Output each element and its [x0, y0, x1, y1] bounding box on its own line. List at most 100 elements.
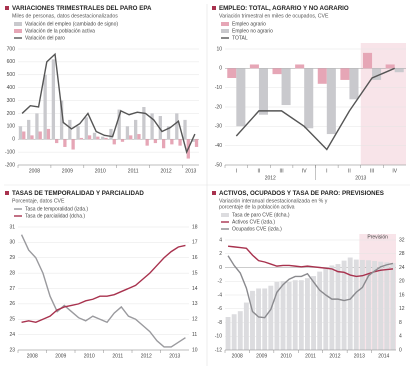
bar	[323, 267, 329, 350]
chart-subtitle: Porcentaje, datos CVE	[12, 198, 65, 204]
bar	[43, 74, 47, 140]
y2-tick-label: 24	[399, 265, 405, 271]
x-tick-label: 2013	[169, 353, 180, 359]
y-tick-label: 600	[7, 59, 16, 65]
y-tick-label: 700	[7, 46, 16, 52]
y-tick-label: -100	[5, 149, 15, 155]
y2-tick-label: 16	[192, 255, 198, 261]
bar	[349, 68, 359, 100]
bar	[79, 137, 83, 140]
bar	[292, 280, 298, 350]
legend-label: Tasa de temporalidad (izda.)	[25, 206, 88, 212]
bar	[109, 128, 113, 140]
legend-label: TOTAL	[232, 35, 248, 41]
bar	[129, 135, 133, 140]
title-icon	[212, 191, 216, 195]
y-tick-label: 0	[12, 137, 15, 143]
x-tick-label: 2012	[161, 168, 172, 174]
x-tick-label: 2009	[55, 353, 66, 359]
bar	[92, 132, 97, 140]
y2-tick-label: 12	[192, 317, 198, 323]
legend-swatch	[221, 22, 229, 26]
line	[227, 255, 394, 319]
bar	[117, 109, 121, 140]
bar	[390, 263, 396, 350]
bar	[225, 317, 231, 350]
line	[20, 234, 186, 348]
y-tick-label: 300	[7, 98, 16, 104]
bar	[104, 137, 108, 140]
bar	[305, 278, 310, 350]
bar	[286, 281, 292, 350]
bar	[353, 259, 359, 350]
bar	[35, 113, 39, 140]
x-tick-label: III	[370, 168, 374, 174]
y2-tick-label: 15	[192, 270, 198, 276]
bar	[46, 128, 51, 140]
y-tick-label: -2	[218, 279, 223, 285]
bar	[142, 107, 146, 140]
y-tick-label: 25	[9, 317, 15, 323]
bar	[372, 260, 378, 350]
y2-tick-label: 13	[192, 301, 198, 307]
y-tick-label: 0	[219, 66, 222, 72]
bar	[304, 68, 314, 129]
y2-tick-label: 4	[399, 334, 402, 340]
chart-title: ACTIVOS, OCUPADOS Y TASA DE PARO: PREVIS…	[219, 190, 384, 197]
x-tick-label: 2012	[141, 353, 152, 359]
bar	[145, 139, 149, 146]
bar	[274, 281, 280, 350]
y-tick-label: 500	[7, 72, 16, 78]
legend-label: Tasa de paro CVE (dcha.)	[232, 212, 290, 218]
x-tick-label: 2010	[84, 353, 95, 359]
y-tick-label: -10	[215, 85, 222, 91]
bar	[71, 139, 75, 150]
x-group-label: 2012	[265, 175, 276, 181]
x-tick-label: 2009	[256, 353, 267, 359]
y-tick-label: -4	[218, 292, 223, 298]
bar	[394, 68, 404, 73]
bar	[258, 68, 268, 115]
bar	[262, 288, 268, 350]
bar	[22, 131, 26, 140]
bar	[76, 126, 80, 140]
chart-title: VARIACIONES TRIMESTRALES DEL PARO EPA	[12, 5, 152, 12]
bar	[51, 59, 56, 140]
chart-title: EMPLEO: TOTAL, AGRARIO Y NO AGRARIO	[219, 5, 349, 12]
bar	[378, 261, 384, 350]
line	[21, 244, 186, 324]
legend-label: Activos CVE (izda.)	[232, 219, 275, 225]
bar	[295, 64, 305, 69]
x-tick-label: 2014	[378, 353, 389, 359]
bar	[280, 281, 286, 350]
y2-tick-label: 8	[399, 320, 402, 326]
bar	[30, 135, 34, 140]
bar	[385, 64, 395, 69]
bar	[27, 119, 31, 140]
bar	[231, 314, 237, 350]
y-tick-label: -50	[215, 162, 222, 168]
y-tick-label: 2	[219, 251, 222, 257]
x-tick-label: II	[258, 168, 261, 174]
y-tick-label: 29	[9, 255, 15, 261]
y-tick-label: -30	[215, 124, 222, 130]
bar	[63, 139, 67, 147]
bar	[191, 139, 195, 142]
x-group-label: 2013	[355, 175, 366, 181]
x-tick-label: 2010	[281, 353, 292, 359]
bar	[194, 139, 199, 147]
forecast-area	[359, 234, 396, 350]
bar	[112, 139, 116, 145]
legend-label: Variación del empleo (cambiado de signo)	[25, 21, 118, 27]
line	[227, 245, 394, 278]
y-tick-label: 4	[219, 237, 222, 243]
line	[21, 52, 196, 155]
y-tick-label: -12	[215, 347, 222, 353]
x-tick-label: 2008	[27, 353, 38, 359]
x-tick-label: 2008	[29, 168, 40, 174]
y2-tick-label: 20	[399, 279, 405, 285]
bar	[161, 139, 166, 149]
bar	[341, 260, 347, 350]
bar	[170, 139, 174, 145]
